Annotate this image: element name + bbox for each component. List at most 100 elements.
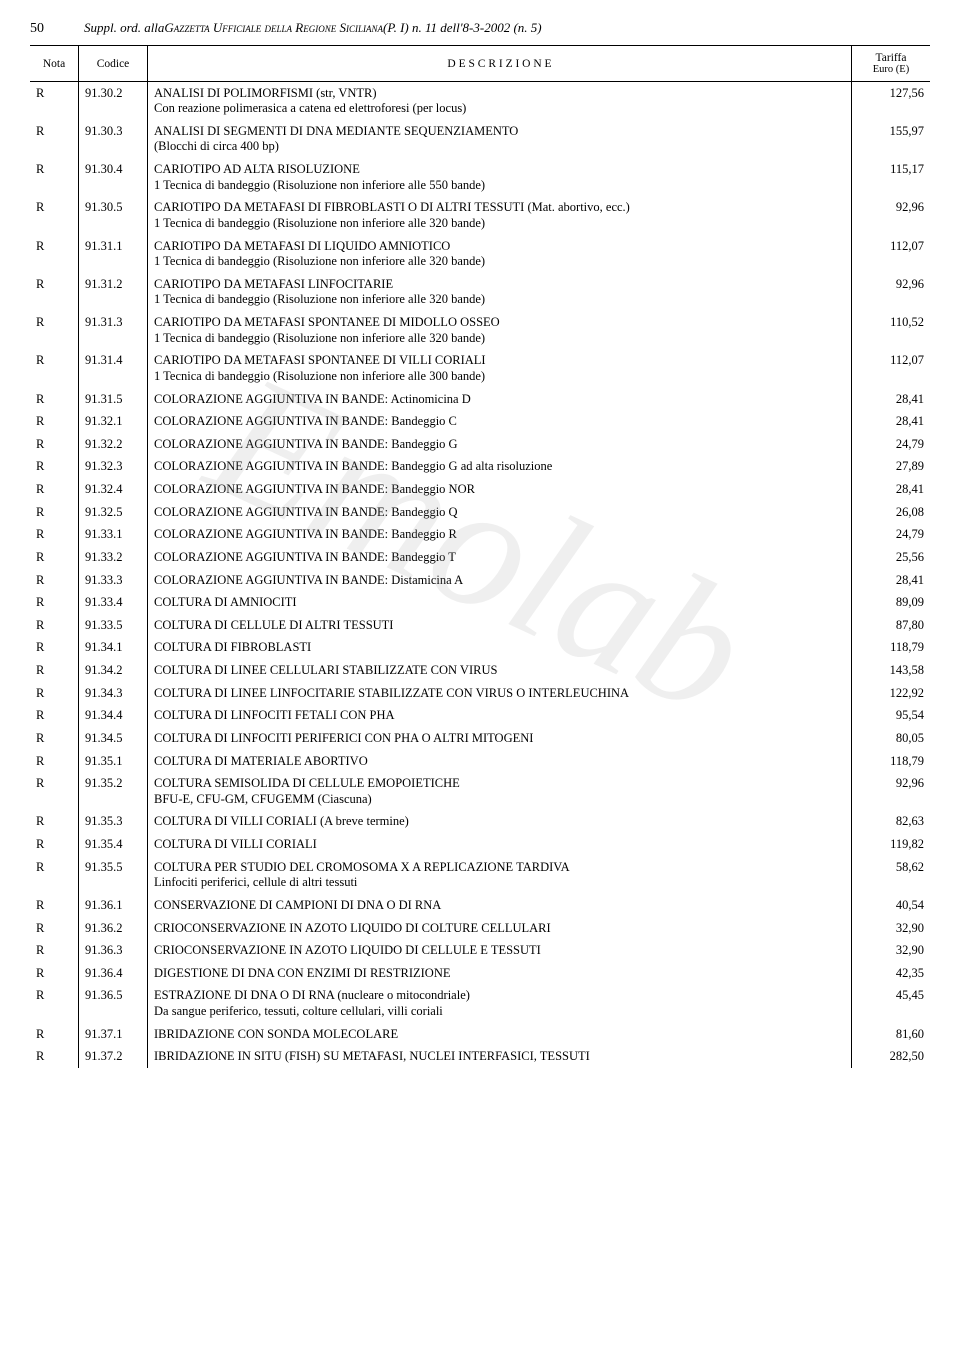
cell-codice: 91.30.4	[79, 159, 148, 197]
cell-tariffa: 89,09	[852, 592, 931, 615]
cell-nota: R	[30, 856, 79, 894]
cell-codice: 91.35.4	[79, 834, 148, 857]
header-gazette: Gazzetta Ufficiale della Regione Sicilia…	[164, 20, 383, 36]
cell-descrizione: IBRIDAZIONE CON SONDA MOLECOLARE	[148, 1023, 852, 1046]
cell-nota: R	[30, 388, 79, 411]
cell-nota: R	[30, 235, 79, 273]
desc-main: COLTURA DI LINFOCITI FETALI CON PHA	[154, 708, 845, 724]
desc-main: COLORAZIONE AGGIUNTIVA IN BANDE: Actinom…	[154, 392, 845, 408]
desc-main: COLTURA DI AMNIOCITI	[154, 595, 845, 611]
cell-tariffa: 28,41	[852, 479, 931, 502]
cell-descrizione: CARIOTIPO DA METAFASI LINFOCITARIE1 Tecn…	[148, 273, 852, 311]
cell-tariffa: 32,90	[852, 940, 931, 963]
cell-descrizione: ANALISI DI SEGMENTI DI DNA MEDIANTE SEQU…	[148, 120, 852, 158]
cell-nota: R	[30, 614, 79, 637]
cell-nota: R	[30, 682, 79, 705]
cell-descrizione: COLORAZIONE AGGIUNTIVA IN BANDE: Bandegg…	[148, 501, 852, 524]
cell-nota: R	[30, 917, 79, 940]
desc-main: COLORAZIONE AGGIUNTIVA IN BANDE: Bandegg…	[154, 459, 845, 475]
table-row: R91.31.3CARIOTIPO DA METAFASI SPONTANEE …	[30, 312, 930, 350]
cell-nota: R	[30, 456, 79, 479]
table-row: R91.32.1COLORAZIONE AGGIUNTIVA IN BANDE:…	[30, 411, 930, 434]
desc-main: CONSERVAZIONE DI CAMPIONI DI DNA O DI RN…	[154, 898, 845, 914]
cell-tariffa: 81,60	[852, 1023, 931, 1046]
cell-descrizione: COLTURA DI VILLI CORIALI	[148, 834, 852, 857]
cell-codice: 91.33.5	[79, 614, 148, 637]
cell-descrizione: COLORAZIONE AGGIUNTIVA IN BANDE: Bandegg…	[148, 433, 852, 456]
table-row: R91.33.1 COLORAZIONE AGGIUNTIVA IN BANDE:…	[30, 524, 930, 547]
cell-nota: R	[30, 524, 79, 547]
cell-descrizione: COLTURA DI LINEE LINFOCITARIE STABILIZZA…	[148, 682, 852, 705]
cell-nota: R	[30, 962, 79, 985]
desc-main: CARIOTIPO AD ALTA RISOLUZIONE	[154, 162, 845, 178]
desc-main: COLTURA DI MATERIALE ABORTIVO	[154, 754, 845, 770]
cell-descrizione: CARIOTIPO DA METAFASI DI LIQUIDO AMNIOTI…	[148, 235, 852, 273]
cell-codice: 91.35.2	[79, 773, 148, 811]
desc-sub: Linfociti periferici, cellule di altri t…	[154, 875, 845, 891]
desc-main: IBRIDAZIONE IN SITU (FISH) SU METAFASI, …	[154, 1049, 845, 1065]
cell-nota: R	[30, 985, 79, 1023]
cell-nota: R	[30, 569, 79, 592]
table-row: R91.37.2IBRIDAZIONE IN SITU (FISH) SU ME…	[30, 1046, 930, 1069]
cell-nota: R	[30, 350, 79, 388]
cell-nota: R	[30, 82, 79, 121]
cell-tariffa: 58,62	[852, 856, 931, 894]
desc-main: COLORAZIONE AGGIUNTIVA IN BANDE: Bandegg…	[154, 414, 845, 430]
cell-codice: 91.33.1	[79, 524, 148, 547]
desc-main: COLTURA DI VILLI CORIALI	[154, 837, 845, 853]
table-row: R91.30.4CARIOTIPO AD ALTA RISOLUZIONE1 T…	[30, 159, 930, 197]
desc-main: IBRIDAZIONE CON SONDA MOLECOLARE	[154, 1027, 845, 1043]
cell-nota: R	[30, 546, 79, 569]
cell-codice: 91.33.3	[79, 569, 148, 592]
cell-tariffa: 115,17	[852, 159, 931, 197]
table-row: R91.32.2COLORAZIONE AGGIUNTIVA IN BANDE:…	[30, 433, 930, 456]
desc-main: COLORAZIONE AGGIUNTIVA IN BANDE: Bandegg…	[154, 482, 845, 498]
cell-nota: R	[30, 727, 79, 750]
cell-codice: 91.32.3	[79, 456, 148, 479]
cell-descrizione: CRIOCONSERVAZIONE IN AZOTO LIQUIDO DI CO…	[148, 917, 852, 940]
desc-main: COLORAZIONE AGGIUNTIVA IN BANDE: Bandegg…	[154, 437, 845, 453]
cell-codice: 91.34.1	[79, 637, 148, 660]
desc-main: COLORAZIONE AGGIUNTIVA IN BANDE: Bandegg…	[154, 527, 845, 543]
cell-descrizione: ESTRAZIONE DI DNA O DI RNA (nucleare o m…	[148, 985, 852, 1023]
cell-tariffa: 28,41	[852, 411, 931, 434]
cell-nota: R	[30, 479, 79, 502]
cell-nota: R	[30, 894, 79, 917]
desc-main: CRIOCONSERVAZIONE IN AZOTO LIQUIDO DI CO…	[154, 921, 845, 937]
cell-descrizione: ANALISI DI POLIMORFISMI (str, VNTR)Con r…	[148, 82, 852, 121]
header-prefix: Suppl. ord. alla	[84, 20, 164, 36]
cell-nota: R	[30, 273, 79, 311]
cell-tariffa: 110,52	[852, 312, 931, 350]
table-row: R91.30.5CARIOTIPO DA METAFASI DI FIBROBL…	[30, 197, 930, 235]
cell-tariffa: 118,79	[852, 637, 931, 660]
desc-main: COLTURA DI LINEE CELLULARI STABILIZZATE …	[154, 663, 845, 679]
cell-descrizione: COLTURA DI LINFOCITI PERIFERICI CON PHA …	[148, 727, 852, 750]
cell-codice: 91.36.3	[79, 940, 148, 963]
cell-nota: R	[30, 312, 79, 350]
table-row: R91.32.5COLORAZIONE AGGIUNTIVA IN BANDE:…	[30, 501, 930, 524]
cell-codice: 91.30.3	[79, 120, 148, 158]
cell-codice: 91.31.1	[79, 235, 148, 273]
cell-descrizione: COLTURA DI AMNIOCITI	[148, 592, 852, 615]
desc-main: ESTRAZIONE DI DNA O DI RNA (nucleare o m…	[154, 988, 845, 1004]
cell-nota: R	[30, 159, 79, 197]
desc-sub: BFU-E, CFU-GM, CFUGEMM (Ciascuna)	[154, 792, 845, 808]
desc-main: CARIOTIPO DA METAFASI SPONTANEE DI VILLI…	[154, 353, 845, 369]
table-row: R91.36.5ESTRAZIONE DI DNA O DI RNA (nucl…	[30, 985, 930, 1023]
table-row: R91.36.4DIGESTIONE DI DNA CON ENZIMI DI …	[30, 962, 930, 985]
cell-nota: R	[30, 705, 79, 728]
table-row: R91.31.1CARIOTIPO DA METAFASI DI LIQUIDO…	[30, 235, 930, 273]
table-row: R91.36.3CRIOCONSERVAZIONE IN AZOTO LIQUI…	[30, 940, 930, 963]
cell-nota: R	[30, 501, 79, 524]
table-header-row: Nota Codice D E S C R I Z I O N E Tariff…	[30, 46, 930, 82]
cell-descrizione: COLORAZIONE AGGIUNTIVA IN BANDE: Bandegg…	[148, 411, 852, 434]
cell-codice: 91.33.4	[79, 592, 148, 615]
desc-sub: 1 Tecnica di bandeggio (Risoluzione non …	[154, 216, 845, 232]
cell-descrizione: COLORAZIONE AGGIUNTIVA IN BANDE: Bandegg…	[148, 456, 852, 479]
col-header-nota: Nota	[30, 46, 79, 82]
desc-main: COLTURA DI LINFOCITI PERIFERICI CON PHA …	[154, 731, 845, 747]
page: Emolab 50 Suppl. ord. alla Gazzetta Uffi…	[0, 0, 960, 1088]
table-row: R91.36.2CRIOCONSERVAZIONE IN AZOTO LIQUI…	[30, 917, 930, 940]
cell-tariffa: 87,80	[852, 614, 931, 637]
cell-descrizione: COLORAZIONE AGGIUNTIVA IN BANDE: Distami…	[148, 569, 852, 592]
